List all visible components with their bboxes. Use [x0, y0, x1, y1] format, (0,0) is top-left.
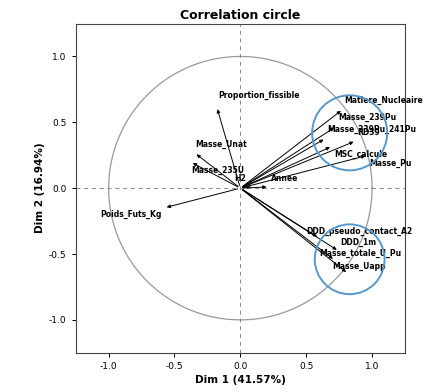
- Text: DDD_1m: DDD_1m: [340, 238, 377, 247]
- Text: Masse_239Pu: Masse_239Pu: [338, 113, 396, 122]
- Text: Masse_Unat: Masse_Unat: [196, 140, 247, 149]
- Y-axis label: Dim 2 (16.94%): Dim 2 (16.94%): [35, 143, 45, 234]
- Title: Correlation circle: Correlation circle: [180, 9, 301, 22]
- Text: Masse_Pu: Masse_Pu: [369, 159, 412, 168]
- Text: H2: H2: [234, 174, 246, 183]
- X-axis label: Dim 1 (41.57%): Dim 1 (41.57%): [195, 375, 286, 385]
- Text: Proportion_fissible: Proportion_fissible: [218, 91, 299, 100]
- Text: Matiere_Nucleaire: Matiere_Nucleaire: [344, 96, 423, 105]
- Text: DDD_pseudo_contact_A2: DDD_pseudo_contact_A2: [306, 227, 413, 236]
- Text: Masse_totale_U_Pu: Masse_totale_U_Pu: [319, 249, 402, 258]
- Text: Masse_Uapp: Masse_Uapp: [333, 262, 386, 271]
- Text: RD39: RD39: [357, 128, 380, 137]
- Text: Annee: Annee: [271, 174, 298, 183]
- Text: Masse_235U: Masse_235U: [191, 166, 245, 175]
- Text: Masse_239Pu_241Pu: Masse_239Pu_241Pu: [327, 125, 416, 134]
- Text: Poids_Futs_Kg: Poids_Futs_Kg: [100, 210, 161, 219]
- Text: MSC_calcule: MSC_calcule: [334, 150, 387, 159]
